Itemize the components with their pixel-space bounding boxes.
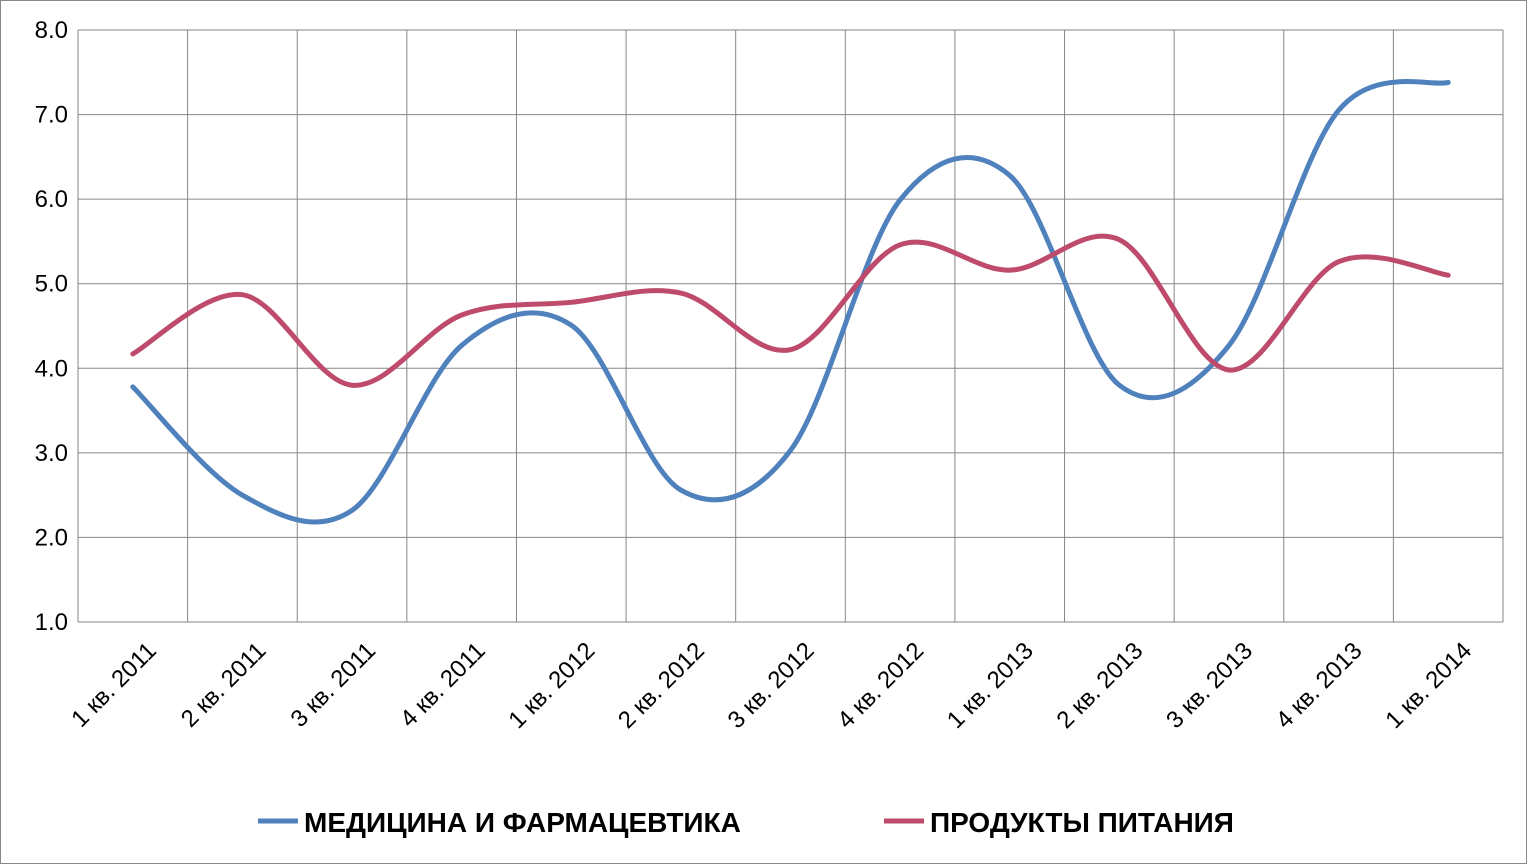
legend-label: ПРОДУКТЫ ПИТАНИЯ (930, 807, 1234, 838)
y-tick-label: 5.0 (35, 271, 68, 298)
y-tick-label: 6.0 (35, 186, 68, 213)
y-tick-label: 2.0 (35, 524, 68, 551)
series-line (130, 233, 1451, 388)
series-line (130, 79, 1451, 525)
y-tick-label: 4.0 (35, 355, 68, 382)
y-tick-label: 3.0 (35, 440, 68, 467)
legend-label: МЕДИЦИНА И ФАРМАЦЕВТИКА (304, 807, 741, 838)
y-tick-label: 1.0 (35, 609, 68, 636)
y-tick-label: 8.0 (35, 17, 68, 44)
y-tick-label: 7.0 (35, 102, 68, 129)
